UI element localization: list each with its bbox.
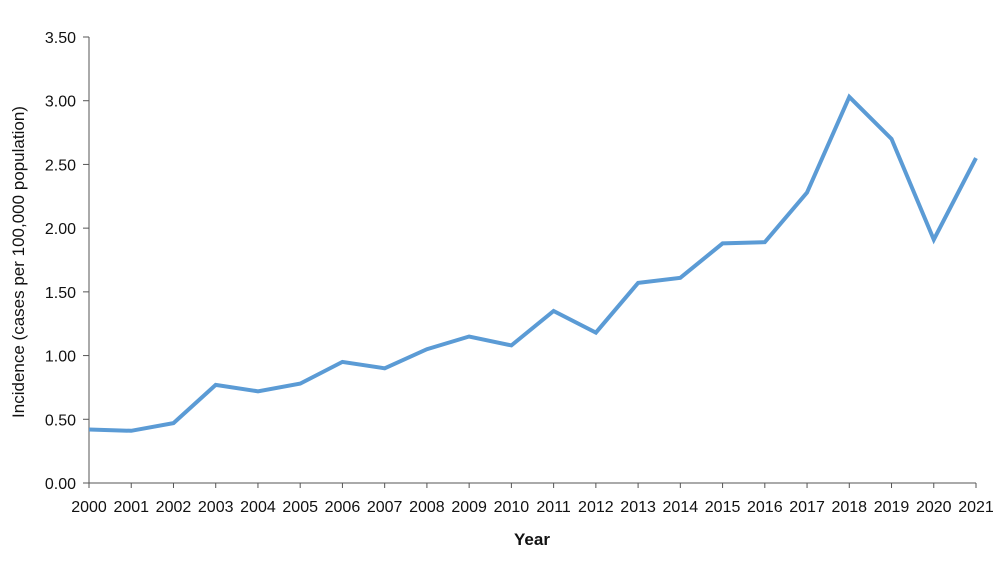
x-tick-label: 2020 xyxy=(916,499,952,516)
x-tick-label: 2015 xyxy=(705,499,741,516)
y-tick-label: 3.50 xyxy=(45,30,76,47)
y-tick-label: 0.00 xyxy=(45,476,76,493)
x-tick-label: 2007 xyxy=(367,499,403,516)
axes xyxy=(88,37,976,484)
x-tick-label: 2019 xyxy=(874,499,910,516)
x-tick-label: 2014 xyxy=(663,499,699,516)
x-tick-label: 2009 xyxy=(451,499,487,516)
y-tick-label: 1.50 xyxy=(45,285,76,302)
x-tick-label: 2002 xyxy=(156,499,192,516)
x-tick-label: 2018 xyxy=(831,499,867,516)
x-tick-label: 2017 xyxy=(789,499,825,516)
y-tick-label: 1.00 xyxy=(45,349,76,366)
y-tick-label: 2.00 xyxy=(45,221,76,238)
series-layer xyxy=(88,93,978,433)
x-tick-label: 2003 xyxy=(198,499,234,516)
y-axis-label: Incidence (cases per 100,000 population) xyxy=(9,106,28,418)
x-tick-label: 2012 xyxy=(578,499,614,516)
y-tick-label: 2.50 xyxy=(45,157,76,174)
x-tick-label: 2005 xyxy=(282,499,318,516)
x-tick-label: 2011 xyxy=(536,499,571,516)
x-axis-label: Year xyxy=(514,530,550,549)
x-tick-label: 2016 xyxy=(747,499,783,516)
x-tick-label: 2010 xyxy=(494,499,530,516)
x-axis-ticks: 2000 2001 2002 2003 2004 2005 2006 2007 2008 2009… xyxy=(71,483,994,516)
x-tick-label: 2021 xyxy=(958,499,994,516)
x-tick-label: 2001 xyxy=(113,499,149,516)
y-axis-ticks: 0.00 0.50 1.00 1.50 2.00 2.50 3.00 3.50 xyxy=(45,30,89,493)
x-tick-label: 2006 xyxy=(325,499,361,516)
y-tick-label: 3.00 xyxy=(45,94,76,111)
series-line xyxy=(88,93,978,433)
x-tick-label: 2000 xyxy=(71,499,107,516)
x-tick-label: 2013 xyxy=(620,499,656,516)
y-tick-label: 0.50 xyxy=(45,412,76,429)
x-tick-label: 2008 xyxy=(409,499,445,516)
x-tick-label: 2004 xyxy=(240,499,276,516)
